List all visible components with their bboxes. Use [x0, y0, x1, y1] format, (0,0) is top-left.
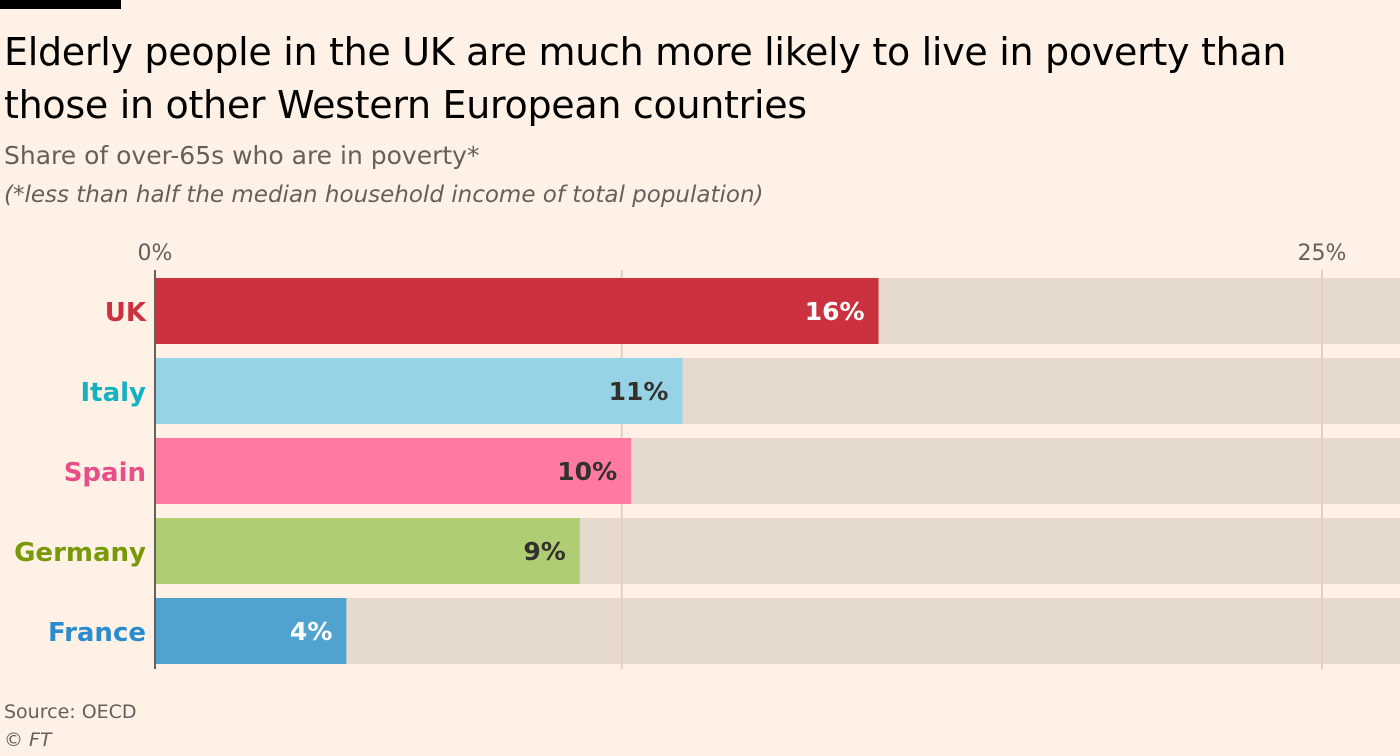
top-rule [0, 0, 121, 9]
category-label: Spain [64, 458, 146, 488]
bar-value-label: 11% [609, 377, 669, 406]
bar-track [155, 598, 1400, 664]
x-tick-label: 0% [138, 241, 173, 266]
x-tick-label: 25% [1298, 241, 1347, 266]
chart-title: Elderly people in the UK are much more l… [4, 30, 1287, 127]
chart-subtitle: Share of over-65s who are in poverty* [4, 141, 480, 170]
category-label: France [48, 618, 146, 648]
source-note: Source: OECD [4, 701, 137, 723]
category-label: Germany [14, 538, 146, 568]
chart-note: (*less than half the median household in… [4, 182, 764, 208]
bar-value-label: 4% [290, 617, 332, 646]
bar-chart: 16% UK 11% Italy 10% Spain 9% Germany 4% France 0%… [14, 241, 1400, 669]
category-label: Italy [80, 378, 146, 408]
bar-value-label: 10% [557, 457, 617, 486]
copyright-credit: © FT [4, 729, 52, 751]
bar [155, 278, 879, 344]
bar-value-label: 9% [523, 537, 565, 566]
category-label: UK [105, 298, 147, 328]
bar [155, 598, 347, 664]
bar [155, 438, 632, 504]
bar-value-label: 16% [805, 297, 865, 326]
bar [155, 518, 580, 584]
bar [155, 358, 683, 424]
